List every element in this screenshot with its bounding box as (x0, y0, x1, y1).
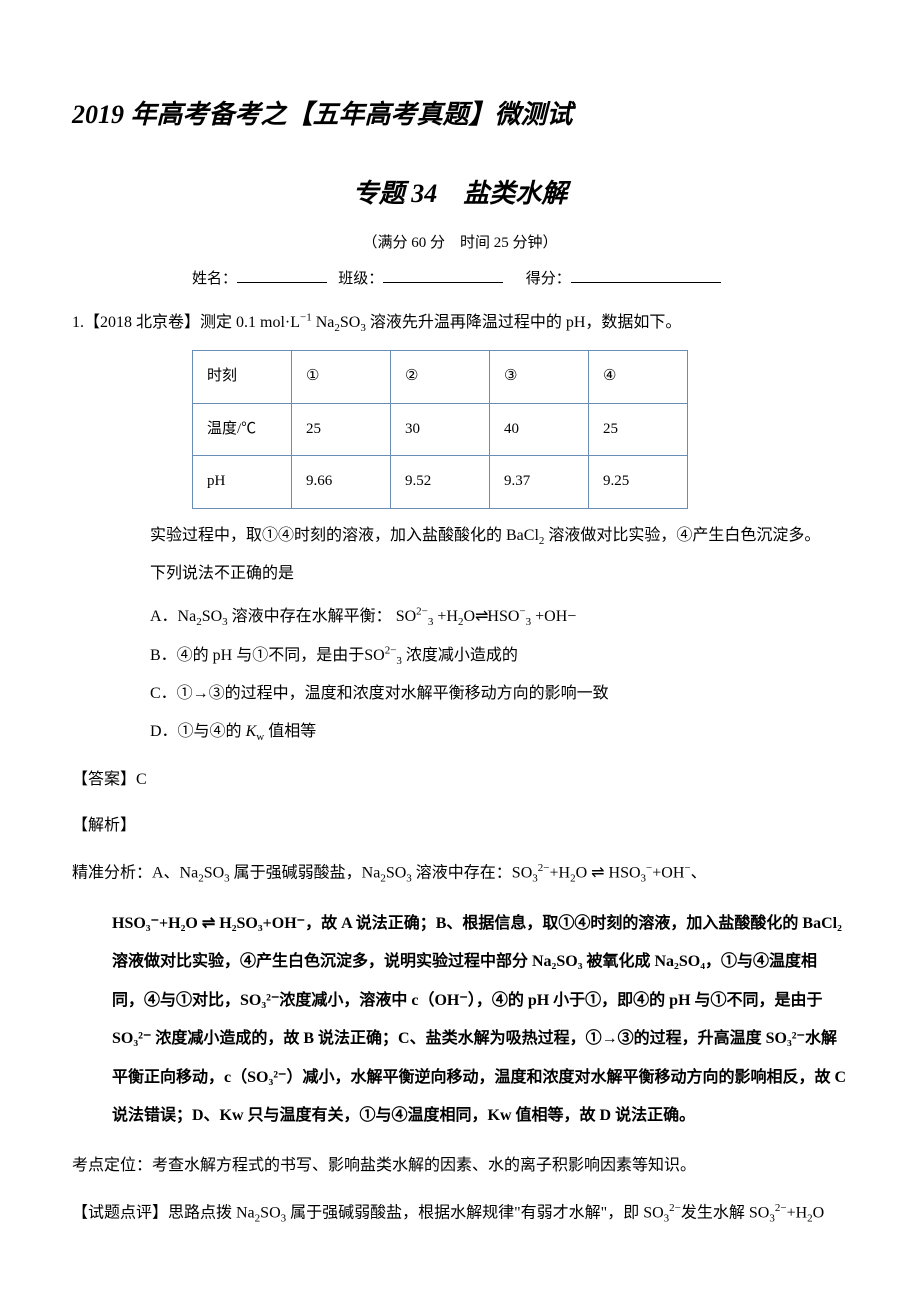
name-blank[interactable] (237, 267, 327, 283)
option-a: A．Na2SO3 溶液中存在水解平衡： SO2−3 +H2O⇌HSO−3 +OH… (72, 600, 848, 634)
table-row: 时刻 ① ② ③ ④ (193, 351, 688, 404)
table-cell: 30 (391, 403, 490, 456)
review-line: 【试题点评】思路点拨 Na2SO3 属于强碱弱酸盐，根据水解规律"有弱才水解"，… (72, 1198, 848, 1229)
table-cell: 25 (589, 403, 688, 456)
score-label: 得分： (526, 271, 571, 287)
table-cell: 时刻 (193, 351, 292, 404)
table-cell: 40 (490, 403, 589, 456)
answer-block: 【答案】C 【解析】 精准分析：A、Na2SO3 属于强碱弱酸盐，Na2SO3 … (72, 765, 848, 889)
q1-context-1: 实验过程中，取①④时刻的溶液，加入盐酸酸化的 BaCl2 溶液做对比实验，④产生… (72, 519, 848, 553)
q1-stem: 1.【2018 北京卷】测定 0.1 mol·L−1 Na2SO3 溶液先升温再… (72, 306, 848, 340)
score-time-line: （满分 60 分 时间 25 分钟） (72, 229, 848, 258)
table-cell: 9.37 (490, 456, 589, 509)
main-title: 2019 年高考备考之【五年高考真题】微测试 (72, 90, 848, 139)
table-cell: 9.25 (589, 456, 688, 509)
name-label: 姓名： (192, 271, 237, 287)
table-cell: 9.66 (292, 456, 391, 509)
table-row: 温度/℃ 25 30 40 25 (193, 403, 688, 456)
table-cell: ④ (589, 351, 688, 404)
fill-in-line: 姓名： 班级： 得分： (72, 265, 848, 294)
sub-title: 专题 34 盐类水解 (72, 169, 848, 218)
explain-label: 【解析】 (72, 817, 136, 834)
table-row: pH 9.66 9.52 9.37 9.25 (193, 456, 688, 509)
score-blank[interactable] (571, 267, 721, 283)
data-table: 时刻 ① ② ③ ④ 温度/℃ 25 30 40 25 pH 9.66 9.52… (192, 350, 688, 509)
q1-context-2: 下列说法不正确的是 (72, 557, 848, 591)
table-cell: 温度/℃ (193, 403, 292, 456)
answer-value: C (136, 771, 147, 788)
bold-explanation: HSO₃⁻+H₂O ⇌ H₂SO₃+OH⁻，故 A 说法正确；B、根据信息，取①… (72, 905, 848, 1135)
kaodian-line: 考点定位：考查水解方程式的书写、影响盐类水解的因素、水的离子积影响因素等知识。 (72, 1151, 848, 1181)
equilibrium-arrow-icon: ⇌ (475, 608, 487, 625)
table-cell: ① (292, 351, 391, 404)
option-d: D．①与④的 Kw 值相等 (72, 715, 848, 749)
class-label: 班级： (338, 271, 383, 287)
option-c: C．①→③的过程中，温度和浓度对水解平衡移动方向的影响一致 (72, 677, 848, 711)
class-blank[interactable] (383, 267, 503, 283)
option-b: B．④的 pH 与①不同，是由于SO2−3 浓度减小造成的 (72, 639, 848, 673)
table-cell: ③ (490, 351, 589, 404)
table-cell: ② (391, 351, 490, 404)
answer-label: 【答案】 (72, 771, 136, 788)
table-cell: pH (193, 456, 292, 509)
table-cell: 25 (292, 403, 391, 456)
precise-analysis: 精准分析：A、Na2SO3 属于强碱弱酸盐，Na2SO3 溶液中存在：SO32−… (72, 858, 848, 889)
table-cell: 9.52 (391, 456, 490, 509)
